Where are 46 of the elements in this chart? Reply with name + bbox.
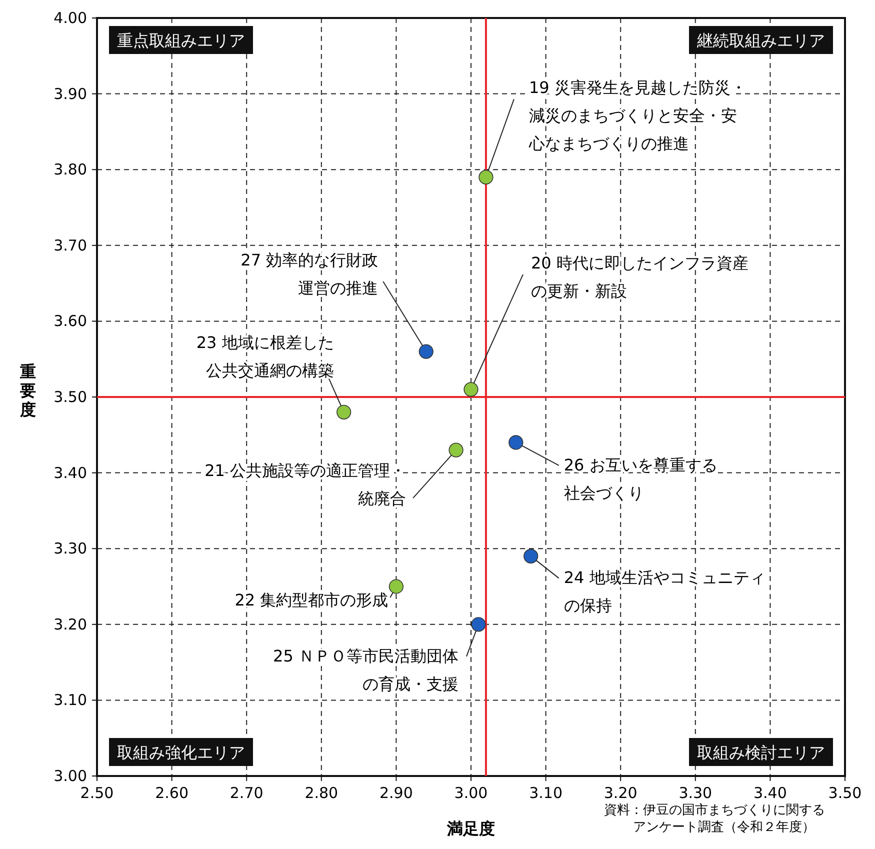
- y-tick-label: 3.70: [54, 236, 87, 254]
- text: 資料：伊豆の国市まちづくりに関するアンケート調査（令和２年度）: [604, 803, 825, 835]
- point: [508, 435, 524, 450]
- y-tick-label: 3.30: [54, 540, 87, 558]
- annotation: 23 地域に根差した公共交通網の構築: [196, 333, 334, 380]
- point: [448, 442, 464, 458]
- x-tick-label: 2.90: [379, 784, 413, 802]
- annotation: 25 ＮＰＯ等市民活動団体の育成・支援: [273, 646, 458, 694]
- y-tick-label: 3.60: [54, 312, 87, 330]
- annotation: 27 効率的な行財政運営の推進: [240, 250, 378, 298]
- annotation: 取組み強化エリア: [117, 743, 245, 762]
- annotation: 重点取組みエリア: [117, 31, 245, 50]
- y-tick-label: 3.00: [54, 767, 87, 785]
- point: [388, 579, 404, 594]
- y-axis-title: 重要度: [19, 362, 36, 419]
- x-axis-title: 満足度: [446, 819, 495, 838]
- x-tick-label: 3.10: [529, 784, 563, 802]
- annotation: 26 お互いを尊重する社会づくり: [564, 455, 718, 502]
- annotation: 22 集約型都市の形成: [234, 590, 388, 610]
- x-tick-label: 2.70: [230, 784, 264, 802]
- y-tick-label: 4.00: [54, 9, 87, 27]
- point: [478, 170, 494, 184]
- y-tick-label: 3.20: [54, 615, 87, 634]
- annotation: 24 地域生活やコミュニティの保持: [564, 568, 766, 616]
- x-tick-label: 3.20: [604, 784, 638, 802]
- point: [464, 382, 478, 397]
- y-tick-label: 3.40: [54, 464, 87, 482]
- x-tick-label: 2.60: [155, 784, 189, 802]
- point: [418, 344, 434, 359]
- x-tick-label: 3.00: [454, 784, 488, 802]
- x-tick-label: 3.30: [678, 784, 712, 802]
- x-tick-label: 3.50: [828, 784, 862, 802]
- y-tick-label: 3.10: [54, 691, 87, 710]
- x-tick-label: 2.80: [304, 784, 338, 802]
- annotation: 19 災害発生を見越した防災・減災のまちづくりと安全・安心なまちづくりの推進: [528, 78, 746, 154]
- y-tick-label: 3.50: [54, 388, 87, 406]
- x-tick-label: 2.50: [80, 784, 114, 802]
- y-tick-label: 3.80: [54, 160, 87, 179]
- point: [524, 548, 538, 564]
- point: [471, 617, 486, 632]
- annotation: 継続取組みエリア: [696, 31, 825, 50]
- x-tick-label: 3.40: [753, 784, 787, 802]
- y-tick-label: 3.90: [54, 84, 87, 103]
- point: [336, 404, 352, 420]
- annotation: 20 時代に即したインフラ資産の更新・新設: [531, 253, 748, 300]
- annotation: 取組み検討エリア: [697, 743, 825, 762]
